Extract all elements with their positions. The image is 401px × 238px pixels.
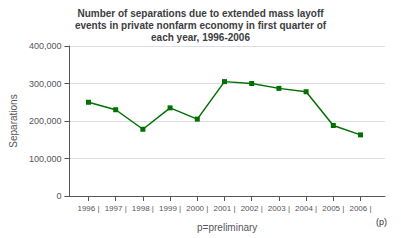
svg-text:2002 |: 2002 | — [241, 204, 263, 213]
svg-text:p=preliminary: p=preliminary — [197, 222, 257, 233]
svg-text:1999 |: 1999 | — [159, 204, 181, 213]
svg-text:1998 |: 1998 | — [132, 204, 154, 213]
svg-text:2004 |: 2004 | — [295, 204, 317, 213]
svg-text:2006 |: 2006 | — [349, 204, 371, 213]
svg-text:400,000: 400,000 — [29, 41, 62, 51]
svg-text:2005 |: 2005 | — [322, 204, 344, 213]
svg-text:each year, 1996-2006: each year, 1996-2006 — [151, 32, 250, 43]
svg-text:200,000: 200,000 — [29, 116, 62, 126]
svg-text:events in private nonfarm econ: events in private nonfarm economy in fir… — [75, 20, 327, 31]
svg-text:(p): (p) — [376, 217, 387, 227]
svg-text:2001 |: 2001 | — [213, 204, 235, 213]
svg-text:Separations: Separations — [8, 94, 19, 147]
svg-text:1997 |: 1997 | — [105, 204, 127, 213]
svg-text:2000 |: 2000 | — [186, 204, 208, 213]
svg-text:0: 0 — [56, 191, 61, 201]
svg-text:100,000: 100,000 — [29, 154, 62, 164]
svg-text:2003 |: 2003 | — [268, 204, 290, 213]
svg-text:300,000: 300,000 — [29, 79, 62, 89]
svg-text:Number of separations due to e: Number of separations due to extended ma… — [77, 8, 324, 19]
svg-text:1996 |: 1996 | — [77, 204, 99, 213]
